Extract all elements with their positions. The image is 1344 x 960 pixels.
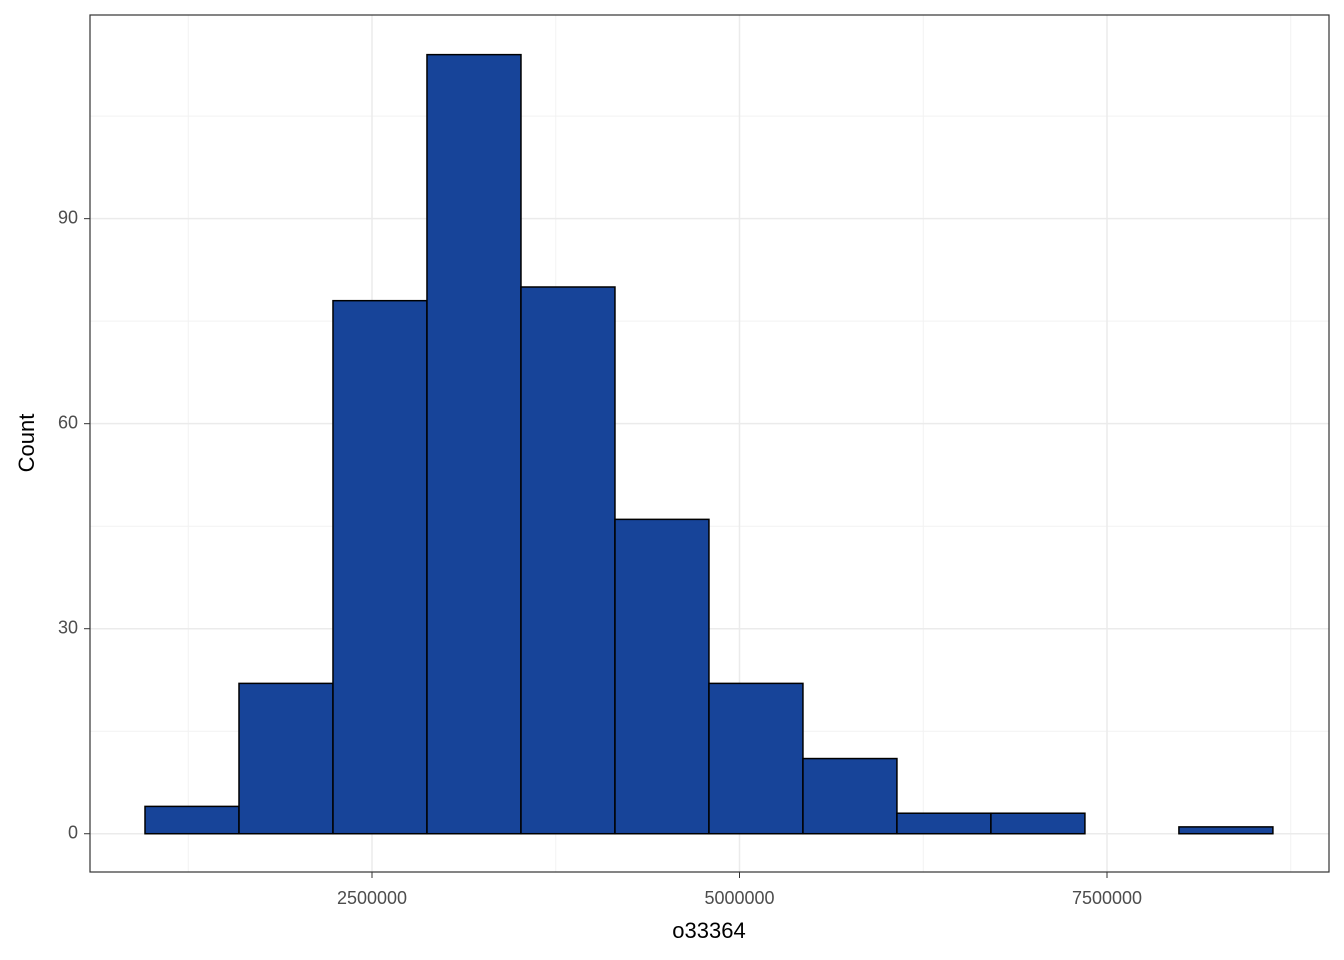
x-tick-label: 2500000 [337,888,407,908]
bar [332,299,428,835]
bar [520,286,616,835]
bar [1178,826,1274,835]
bar [802,757,898,835]
bar [144,805,240,835]
y-tick-label: 90 [58,207,78,227]
bar [990,812,1086,835]
bar [896,812,992,835]
bar [614,518,710,835]
bar [426,53,522,835]
x-axis-title: o33364 [672,918,745,943]
y-tick-label: 60 [58,412,78,432]
bar [708,682,804,835]
y-tick-label: 0 [68,822,78,842]
bar [238,682,334,835]
x-tick-label: 5000000 [704,888,774,908]
panel-border [89,14,1330,873]
y-tick-label: 30 [58,617,78,637]
y-axis-title: Count [14,414,39,473]
x-tick-label: 7500000 [1072,888,1142,908]
